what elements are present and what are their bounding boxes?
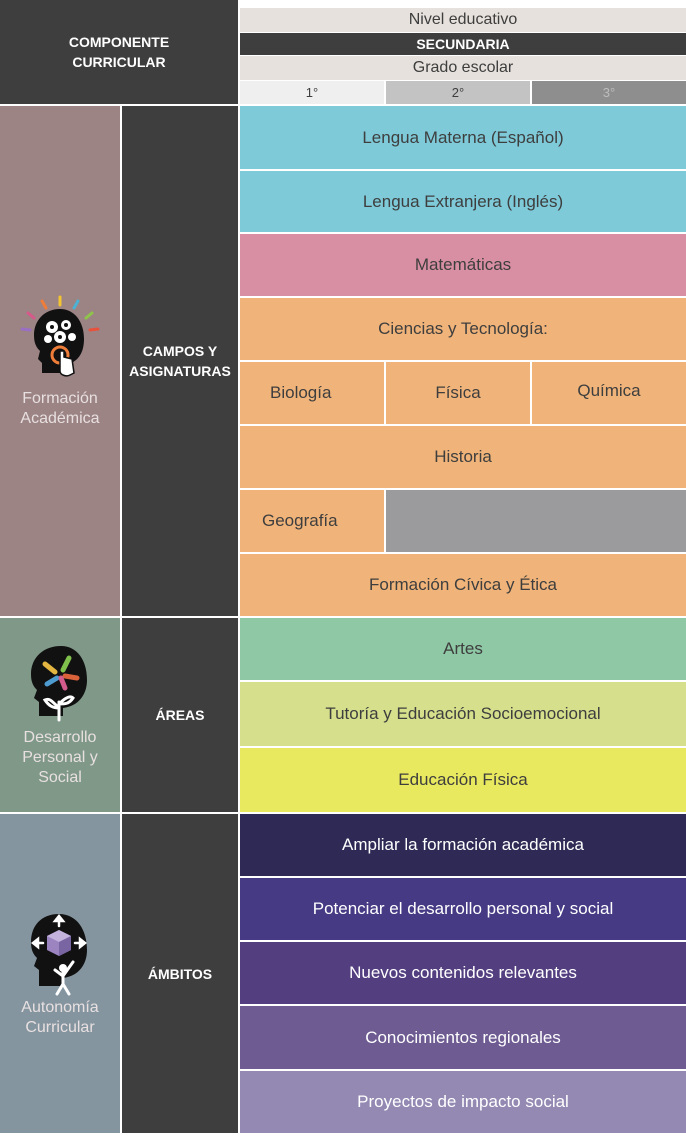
- campos-y-asignaturas-label: CAMPOS Y ASIGNATURAS: [122, 106, 238, 616]
- nivel-educativo-label: Nivel educativo: [240, 8, 686, 32]
- formacion-academica-label: Formación Académica: [20, 390, 100, 427]
- educacion-fisica-row: Educación Física: [240, 748, 686, 812]
- empty-gray-cell: [386, 490, 686, 552]
- ciencias-tecnologia-row: Ciencias y Tecnología:: [240, 298, 686, 360]
- potenciar-desarrollo-row: Potenciar el desarrollo personal y socia…: [240, 878, 686, 940]
- areas-label: ÁREAS: [122, 618, 238, 812]
- ampliar-formacion-row: Ampliar la formación académica: [240, 814, 686, 876]
- nuevos-contenidos-row: Nuevos contenidos relevantes: [240, 942, 686, 1004]
- quimica-cell: Química: [532, 362, 686, 424]
- ambitos-label: ÁMBITOS: [122, 814, 238, 1133]
- desarrollo-personal-section: Desarrollo Personal y Social: [0, 618, 120, 812]
- autonomia-curricular-section: Autonomía Curricular: [0, 814, 120, 1133]
- fisica-cell: Física: [386, 362, 530, 424]
- formacion-academica-section: Formación Académica: [0, 106, 120, 616]
- biologia-cell: Biología: [240, 362, 384, 424]
- desarrollo-personal-label: Desarrollo Personal y Social: [22, 729, 98, 786]
- tutoria-row: Tutoría y Educación Socioemocional: [240, 682, 686, 746]
- artes-row: Artes: [240, 618, 686, 680]
- lengua-extranjera-row: Lengua Extranjera (Inglés): [240, 171, 686, 232]
- autonomia-curricular-label: Autonomía Curricular: [21, 998, 99, 1036]
- grado-escolar-label: Grado escolar: [240, 56, 686, 80]
- secundaria-label: SECUNDARIA: [240, 33, 686, 55]
- componente-curricular-header: COMPONENTE CURRICULAR: [0, 0, 238, 104]
- conocimientos-regionales-row: Conocimientos regionales: [240, 1006, 686, 1069]
- geografia-cell: Geografía: [240, 490, 384, 552]
- hands-plant-head-icon: [21, 642, 99, 726]
- proyectos-impacto-row: Proyectos de impacto social: [240, 1071, 686, 1133]
- grado-3-cell: 3°: [532, 81, 686, 104]
- lengua-materna-row: Lengua Materna (Español): [240, 106, 686, 169]
- gears-head-icon: [14, 293, 106, 385]
- grado-2-cell: 2°: [386, 81, 530, 104]
- cube-head-icon: [23, 910, 97, 996]
- matematicas-row: Matemáticas: [240, 234, 686, 296]
- historia-row: Historia: [240, 426, 686, 488]
- grado-1-cell: 1°: [240, 81, 384, 104]
- formacion-civica-row: Formación Cívica y Ética: [240, 554, 686, 616]
